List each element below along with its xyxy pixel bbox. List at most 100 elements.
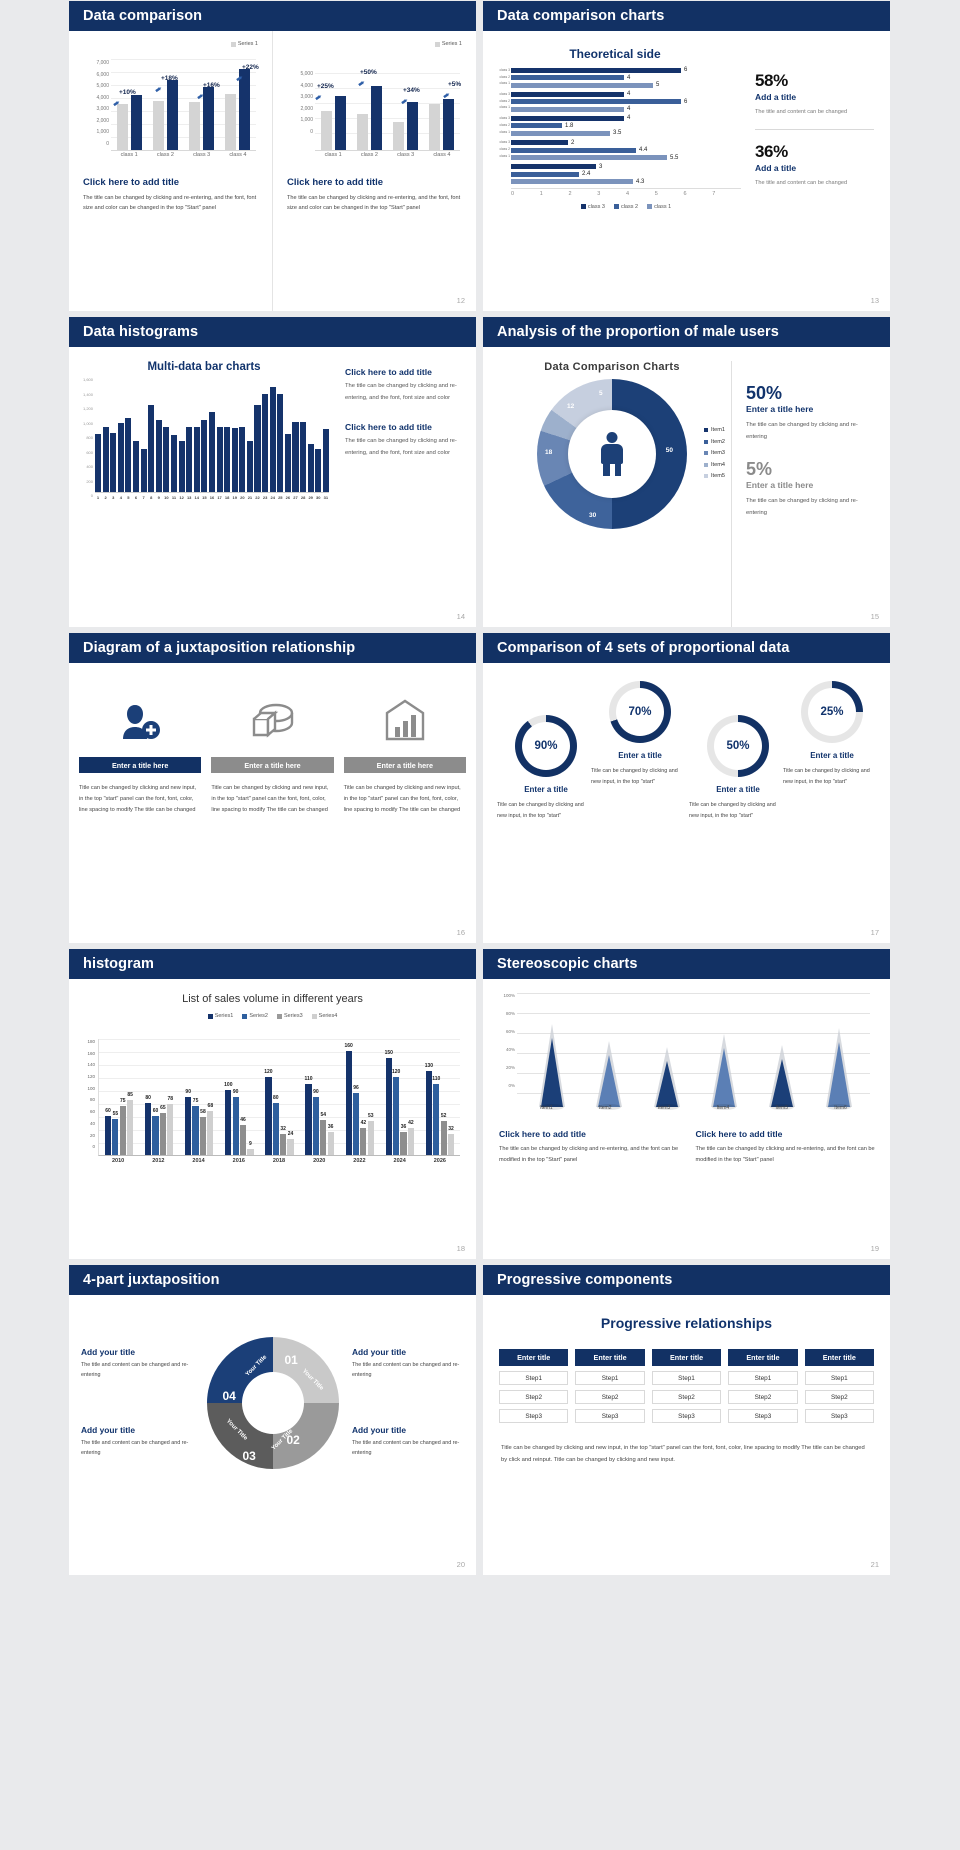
x-tick: 11 bbox=[171, 495, 177, 500]
slide-data-comparison-charts[interactable]: Data comparison charts Theoretical side … bbox=[483, 1, 890, 311]
ring-value: 50% bbox=[714, 722, 762, 770]
block-text: The title and content can be changed and… bbox=[81, 1439, 189, 1456]
step-row[interactable]: Step3 bbox=[651, 1409, 722, 1423]
step-column-header[interactable]: Enter title bbox=[804, 1349, 875, 1366]
column-button[interactable]: Enter a title here bbox=[343, 757, 466, 773]
text-block: Add your title The title and content can… bbox=[81, 1425, 193, 1459]
bar-value: 52 bbox=[440, 1113, 447, 1120]
slide-title: Data comparison bbox=[83, 8, 203, 24]
bar: 75 bbox=[192, 1098, 199, 1155]
histogram-bar bbox=[315, 448, 322, 492]
step-row[interactable]: Step3 bbox=[499, 1409, 569, 1423]
growth-label: +10% bbox=[119, 89, 136, 96]
step-column-header[interactable]: Enter title bbox=[651, 1349, 722, 1366]
page-number: 15 bbox=[870, 612, 879, 621]
step-row[interactable]: Step2 bbox=[499, 1390, 569, 1404]
slide-title: Diagram of a juxtaposition relationship bbox=[83, 640, 356, 656]
slide-progressive-components[interactable]: Progressive components Progressive relat… bbox=[483, 1265, 890, 1575]
bar: 130 bbox=[425, 1063, 433, 1155]
histogram-bar bbox=[300, 422, 307, 492]
ring-text: Title can be changed by clicking and new… bbox=[591, 768, 678, 785]
growth-label: +5% bbox=[448, 81, 462, 88]
page-number: 21 bbox=[870, 1560, 879, 1569]
slide-title: Data histograms bbox=[83, 324, 199, 340]
bar-value: 160 bbox=[344, 1043, 353, 1049]
histogram-bar bbox=[163, 426, 170, 492]
ring-block-4: 25% Enter a title Title can be changed b… bbox=[783, 681, 881, 787]
x-tick: 4 bbox=[119, 495, 122, 500]
bar-group: 60 55 75 85 bbox=[99, 1039, 139, 1155]
page-number: 16 bbox=[456, 928, 465, 937]
histogram-bar bbox=[231, 428, 238, 492]
x-tick: 16 bbox=[209, 495, 215, 500]
x-tick: 3 bbox=[112, 495, 115, 500]
x-tick: class 1 bbox=[324, 152, 342, 158]
x-tick: Item2 bbox=[598, 1105, 612, 1111]
histogram-bar bbox=[140, 448, 147, 492]
bar: 120 bbox=[264, 1069, 273, 1155]
slide-title: Data comparison charts bbox=[497, 8, 665, 24]
column-button[interactable]: Enter a title here bbox=[79, 757, 202, 773]
slide-data-comparison[interactable]: Data comparison Series 1 7,000 6,000 5,000… bbox=[69, 1, 476, 311]
bar: 52 bbox=[440, 1113, 447, 1155]
slide-four-part-juxtaposition[interactable]: 4-part juxtaposition Add your title The … bbox=[69, 1265, 476, 1575]
slide-juxtaposition-relationship[interactable]: Diagram of a juxtaposition relationship … bbox=[69, 633, 476, 943]
step-row[interactable]: Step2 bbox=[575, 1390, 645, 1404]
bar: 60 bbox=[152, 1108, 159, 1155]
step-column-header[interactable]: Enter title bbox=[575, 1349, 645, 1366]
page-number: 20 bbox=[456, 1560, 465, 1569]
step-row[interactable]: Step3 bbox=[804, 1409, 875, 1423]
bar-value: 32 bbox=[448, 1126, 454, 1133]
block-text: The title can be changed by clicking and… bbox=[499, 1146, 679, 1163]
slide-four-proportional-sets[interactable]: Comparison of 4 sets of proportional dat… bbox=[483, 633, 890, 943]
step-row[interactable]: Step3 bbox=[728, 1409, 798, 1423]
bar-value: 1.8 bbox=[565, 122, 574, 129]
bar-value: 110 bbox=[432, 1075, 441, 1082]
x-tick: 2 bbox=[568, 190, 572, 197]
slide-male-users-proportion[interactable]: Analysis of the proportion of male users… bbox=[483, 317, 890, 627]
histogram-bar bbox=[284, 434, 291, 492]
step-column-header[interactable]: Enter title bbox=[728, 1349, 798, 1366]
slide-histogram-sales[interactable]: histogram List of sales volume in differ… bbox=[69, 949, 476, 1259]
step-row[interactable]: Step1 bbox=[575, 1371, 645, 1385]
right-text-column: Add your title The title and content can… bbox=[352, 1347, 464, 1478]
growth-label: +18% bbox=[161, 75, 178, 82]
step-column-header[interactable]: Enter title bbox=[499, 1349, 569, 1366]
slide-header: Data comparison charts bbox=[483, 1, 890, 31]
kpi-panel: 50% Enter a title here The title can be … bbox=[731, 361, 882, 627]
step-row[interactable]: Step1 bbox=[728, 1371, 798, 1385]
step-row[interactable]: Step1 bbox=[804, 1371, 875, 1385]
column-heading: Click here to add title bbox=[83, 177, 180, 188]
x-tick: 8 bbox=[150, 495, 153, 500]
step-row[interactable]: Step2 bbox=[728, 1390, 798, 1404]
slide-header: Progressive components bbox=[483, 1265, 890, 1295]
bar-value: 90 bbox=[185, 1088, 191, 1095]
slide-data-histograms[interactable]: Data histograms Multi-data bar charts 1,… bbox=[69, 317, 476, 627]
bar: 32 bbox=[447, 1126, 455, 1155]
slide-title: Analysis of the proportion of male users bbox=[497, 324, 779, 340]
wheel-number: 04 bbox=[222, 1389, 236, 1403]
cone-bar bbox=[523, 1007, 581, 1110]
column-button[interactable]: Enter a title here bbox=[211, 757, 334, 773]
kpi-block: 36% Add a title The title and content ca… bbox=[755, 142, 874, 189]
step-row[interactable]: Step1 bbox=[651, 1371, 722, 1385]
histogram-bar bbox=[95, 434, 102, 492]
legend-label: class 3 bbox=[587, 203, 605, 210]
histogram-bar bbox=[148, 405, 155, 492]
kpi-block: 58% Add a title The title and content ca… bbox=[755, 71, 874, 118]
block-text: The title can be changed by clicking and… bbox=[345, 438, 457, 456]
step-row[interactable]: Step2 bbox=[804, 1390, 875, 1404]
wheel-number: 03 bbox=[242, 1449, 256, 1463]
histogram-bar bbox=[186, 427, 193, 492]
cone-bar bbox=[811, 1007, 869, 1110]
legend-label: class 2 bbox=[620, 203, 639, 210]
slide-stereoscopic-charts[interactable]: Stereoscopic charts 100% 80% 60% 40% 20% 0% I… bbox=[483, 949, 890, 1259]
bar-group: 80 60 65 78 bbox=[139, 1039, 179, 1155]
x-tick: 25 bbox=[278, 495, 283, 500]
step-row[interactable]: Step3 bbox=[575, 1409, 645, 1423]
step-row[interactable]: Step2 bbox=[651, 1390, 722, 1404]
x-tick: 6 bbox=[134, 495, 138, 500]
step-row[interactable]: Step1 bbox=[499, 1371, 569, 1385]
divider bbox=[755, 128, 874, 130]
x-tick: 18 bbox=[224, 495, 230, 500]
